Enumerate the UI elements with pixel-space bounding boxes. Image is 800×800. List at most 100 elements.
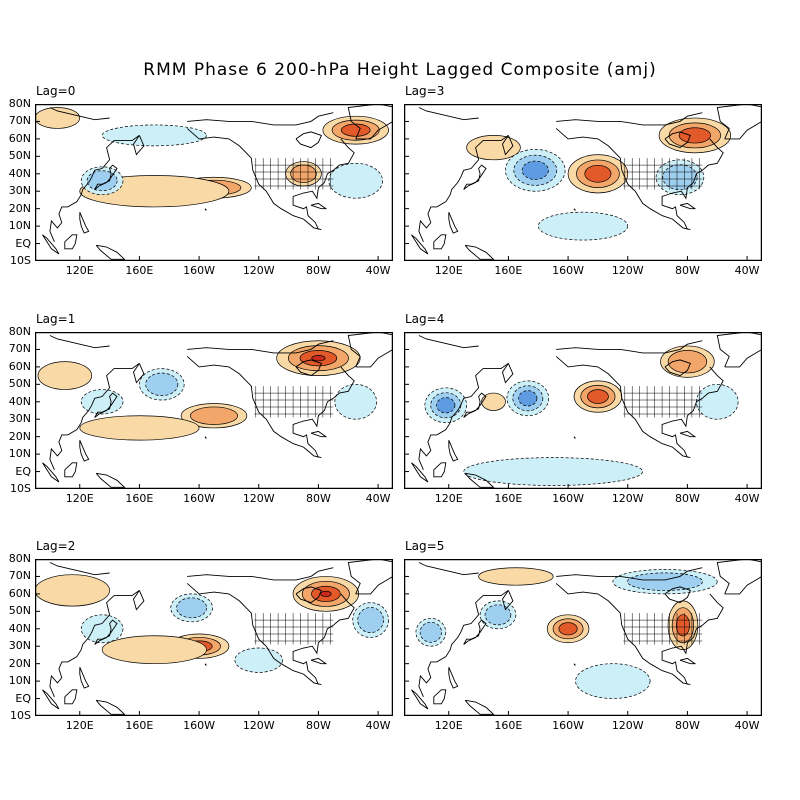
coastline [555,356,691,459]
negative-anomaly-contour [662,164,698,191]
coastline [418,107,479,121]
latitude-label: 60N [8,586,31,600]
longitude-label: 160E [494,264,523,277]
positive-anomaly-contour [190,406,238,425]
coastline [411,462,429,483]
longitude-label: 120E [434,719,463,732]
longitude-label: 160E [494,719,523,732]
coastline [411,689,429,710]
longitude-label: 120E [434,264,463,277]
positive-anomaly-contour [481,392,506,411]
coastline [418,562,479,576]
panel-label: Lag=1 [36,312,76,326]
longitude-label: 40W [734,492,760,505]
longitude-label: 160W [183,492,216,505]
latitude-label: EQ [15,691,31,705]
latitude-label: 10N [8,447,31,461]
positive-anomaly-contour [290,164,317,183]
coastline [79,667,90,689]
latitude-label: 40N [8,621,31,635]
negative-anomaly-contour [357,607,384,633]
map-canvas [35,332,393,489]
latitude-label: 50N [8,149,31,163]
coastline [133,363,145,384]
positive-anomaly-contour [478,567,554,586]
negative-anomaly-contour [463,457,644,486]
coastline [679,657,697,665]
map-canvas [35,559,393,716]
latitude-label: 70N [8,569,31,583]
coastline [347,104,393,140]
longitude-label: 120W [242,492,275,505]
latitude-label: 10S [10,709,31,722]
coastline [448,440,459,462]
coastline [79,212,90,234]
coastline [79,440,90,462]
coastline [555,583,691,686]
positive-anomaly-contour [466,135,521,161]
longitude-label: 80W [305,264,331,277]
negative-anomaly-contour [518,390,538,407]
negative-anomaly-contour [334,383,377,420]
coastline [49,590,140,697]
longitude-label: 160W [183,264,216,277]
coastline [94,392,118,418]
latitude-label: 60N [8,131,31,145]
longitude-label: 120W [611,492,644,505]
coastline [95,699,126,715]
longitude-label: 160E [125,492,154,505]
negative-anomaly-contour [484,604,512,626]
coastline [664,359,692,377]
negative-anomaly-contour [86,170,118,192]
negative-anomaly-contour [328,162,383,199]
negative-anomaly-contour [176,597,208,619]
latitude-label: EQ [15,464,31,478]
coastline [42,234,60,255]
coastline [187,112,334,126]
latitude-label: 10S [10,254,31,267]
latitude-label: 30N [8,639,31,653]
latitude-label: 80N [8,552,31,565]
positive-anomaly-contour [584,164,612,183]
coastline [555,128,691,231]
latitude-label: 20N [8,201,31,215]
latitude-label: 30N [8,412,31,426]
coastline [556,567,703,581]
latitude-label: EQ [15,236,31,250]
positive-anomaly-contour [35,107,81,129]
negative-anomaly-contour [145,372,179,396]
longitude-label: 160E [125,264,154,277]
coastline [556,112,703,126]
positive-anomaly-contour [311,355,326,362]
map-canvas [404,104,762,261]
longitude-label: 120E [65,492,94,505]
coastline [204,663,207,666]
coastline [133,590,145,611]
coastline [664,131,692,149]
longitude-label: 160W [552,492,585,505]
map-frame [404,332,762,489]
coastline [94,164,118,190]
coastline [679,202,697,210]
coastline [204,208,207,211]
longitude-label: 40W [365,719,391,732]
longitude-label: 160W [552,719,585,732]
latitude-label: 30N [8,184,31,198]
negative-anomaly-contour [419,621,442,643]
coastline [464,472,495,488]
coastline [186,356,322,459]
negative-anomaly-contour [436,397,456,414]
coastline [49,107,110,121]
coastline [295,586,323,604]
negative-anomaly-contour [80,389,124,415]
negative-anomaly-contour [575,663,651,699]
coastline [418,335,479,349]
coastline [310,430,328,438]
coastline [310,202,328,210]
positive-anomaly-contour [587,389,609,404]
longitude-label: 40W [365,492,391,505]
map-frame [404,559,762,716]
coastline [573,208,576,211]
longitude-label: 160E [494,492,523,505]
latitude-label: 20N [8,429,31,443]
